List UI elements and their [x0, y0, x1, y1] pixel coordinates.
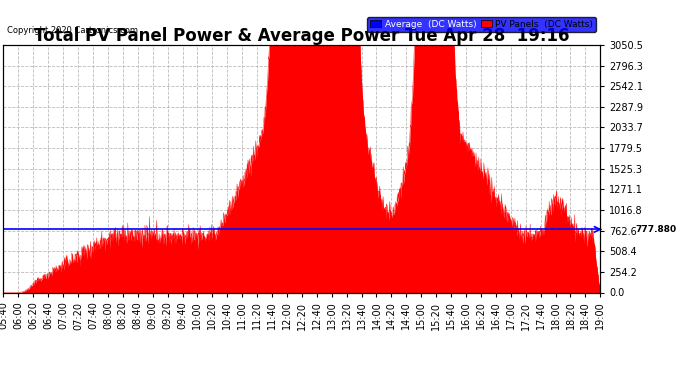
Legend: Average  (DC Watts), PV Panels  (DC Watts): Average (DC Watts), PV Panels (DC Watts)	[368, 17, 595, 32]
Title: Total PV Panel Power & Average Power Tue Apr 28  19:16: Total PV Panel Power & Average Power Tue…	[34, 27, 570, 45]
Text: 777.880: 777.880	[635, 225, 676, 234]
Text: Copyright 2020 Cartronics.com: Copyright 2020 Cartronics.com	[7, 26, 138, 35]
